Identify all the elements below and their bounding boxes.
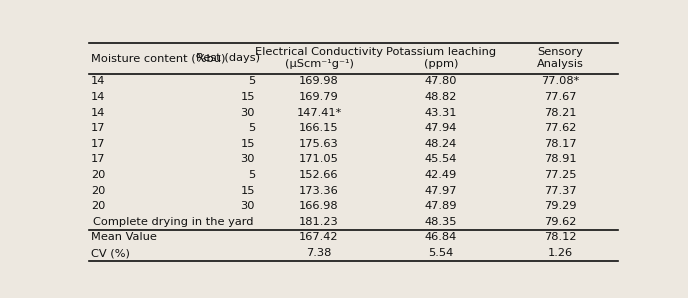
Text: 14: 14 [91, 92, 105, 102]
Text: 166.15: 166.15 [299, 123, 338, 133]
Text: 47.97: 47.97 [424, 186, 457, 196]
Text: 77.25: 77.25 [544, 170, 576, 180]
Text: 42.49: 42.49 [424, 170, 457, 180]
Text: 17: 17 [91, 123, 105, 133]
Text: 171.05: 171.05 [299, 154, 339, 164]
Text: 46.84: 46.84 [424, 232, 457, 243]
Text: CV (%): CV (%) [91, 248, 129, 258]
Text: 5.54: 5.54 [428, 248, 453, 258]
Text: 78.91: 78.91 [544, 154, 577, 164]
Text: 20: 20 [91, 186, 105, 196]
Text: 20: 20 [91, 170, 105, 180]
Text: 45.54: 45.54 [424, 154, 457, 164]
Text: 152.66: 152.66 [299, 170, 338, 180]
Text: Complete drying in the yard: Complete drying in the yard [93, 217, 254, 227]
Text: 1.26: 1.26 [548, 248, 572, 258]
Text: 79.62: 79.62 [544, 217, 576, 227]
Text: 77.67: 77.67 [544, 92, 576, 102]
Text: 20: 20 [91, 201, 105, 211]
Text: 14: 14 [91, 108, 105, 118]
Text: Rest (days): Rest (days) [195, 53, 259, 63]
Text: Moisture content (%bu): Moisture content (%bu) [91, 53, 225, 63]
Text: 147.41*: 147.41* [297, 108, 342, 118]
Text: 47.89: 47.89 [424, 201, 457, 211]
Text: 17: 17 [91, 139, 105, 149]
Text: Electrical Conductivity
(μScm⁻¹g⁻¹): Electrical Conductivity (μScm⁻¹g⁻¹) [255, 47, 383, 69]
Text: 15: 15 [240, 92, 255, 102]
Text: 7.38: 7.38 [306, 248, 332, 258]
Text: 15: 15 [240, 139, 255, 149]
Text: 48.82: 48.82 [424, 92, 457, 102]
Text: 14: 14 [91, 76, 105, 86]
Text: 175.63: 175.63 [299, 139, 339, 149]
Text: 43.31: 43.31 [424, 108, 457, 118]
Text: 167.42: 167.42 [299, 232, 338, 243]
Text: 48.24: 48.24 [424, 139, 457, 149]
Text: 181.23: 181.23 [299, 217, 339, 227]
Text: 5: 5 [248, 123, 255, 133]
Text: 5: 5 [248, 76, 255, 86]
Text: 78.17: 78.17 [544, 139, 577, 149]
Text: 48.35: 48.35 [424, 217, 457, 227]
Text: 5: 5 [248, 170, 255, 180]
Text: 78.21: 78.21 [544, 108, 576, 118]
Text: 77.37: 77.37 [544, 186, 577, 196]
Text: 78.12: 78.12 [544, 232, 576, 243]
Text: Mean Value: Mean Value [91, 232, 157, 243]
Text: 166.98: 166.98 [299, 201, 338, 211]
Text: 79.29: 79.29 [544, 201, 576, 211]
Text: 17: 17 [91, 154, 105, 164]
Text: 47.80: 47.80 [424, 76, 457, 86]
Text: 169.98: 169.98 [299, 76, 339, 86]
Text: Potassium leaching
(ppm): Potassium leaching (ppm) [386, 47, 496, 69]
Text: 169.79: 169.79 [299, 92, 339, 102]
Text: 173.36: 173.36 [299, 186, 339, 196]
Text: 77.08*: 77.08* [541, 76, 579, 86]
Text: 30: 30 [240, 201, 255, 211]
Text: 15: 15 [240, 186, 255, 196]
Text: Sensory
Analysis: Sensory Analysis [537, 47, 583, 69]
Text: 30: 30 [240, 108, 255, 118]
Text: 77.62: 77.62 [544, 123, 576, 133]
Text: 30: 30 [240, 154, 255, 164]
Text: 47.94: 47.94 [424, 123, 457, 133]
